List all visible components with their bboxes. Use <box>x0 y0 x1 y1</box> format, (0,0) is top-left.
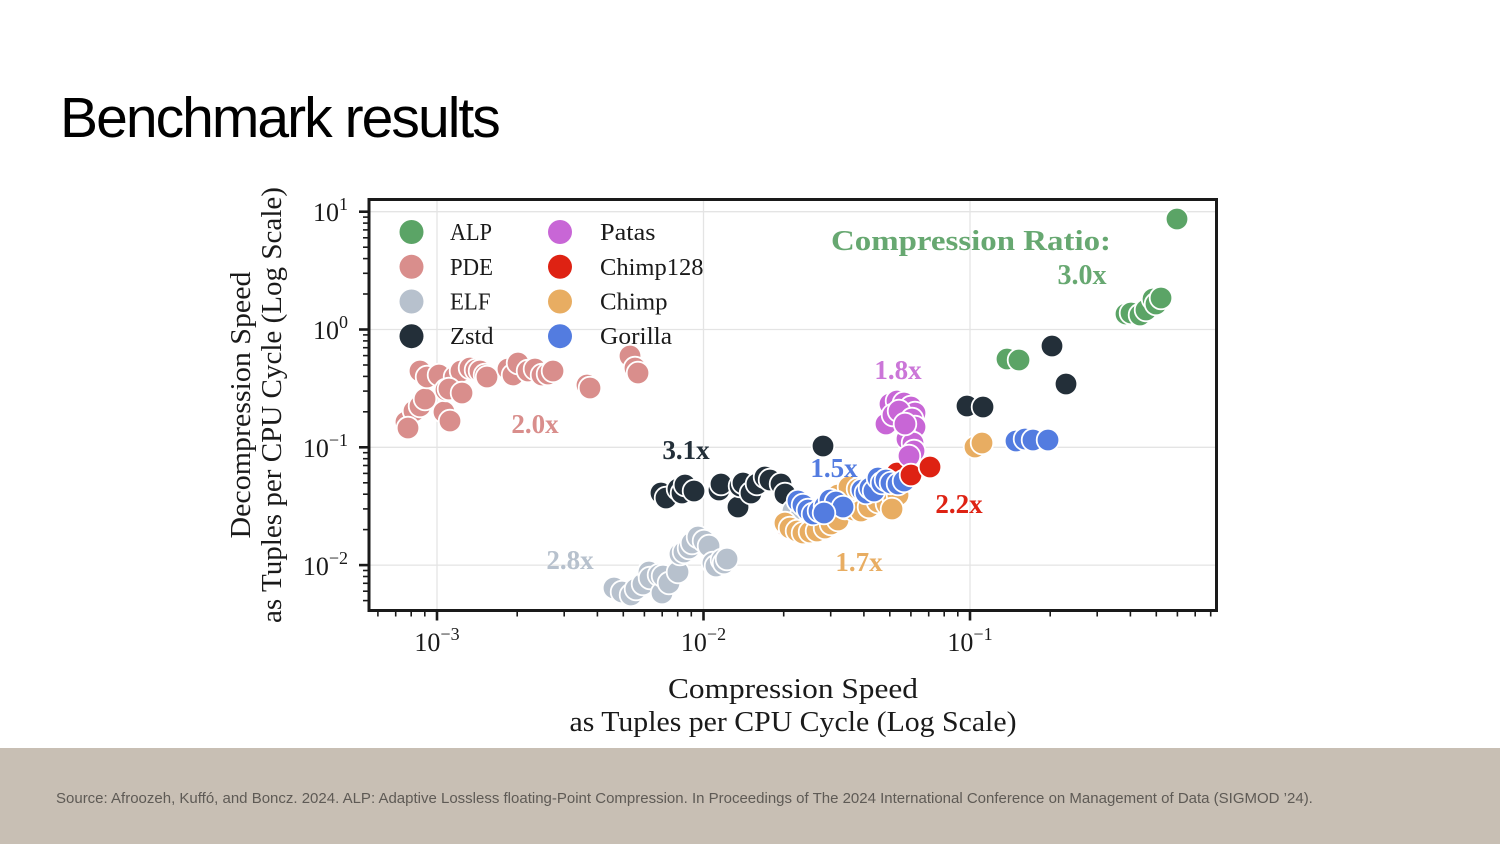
svg-text:2.8x: 2.8x <box>546 545 594 575</box>
svg-text:PDE: PDE <box>450 255 493 281</box>
svg-text:10−1: 10−1 <box>303 430 348 463</box>
svg-text:Chimp128: Chimp128 <box>600 255 704 281</box>
svg-text:as Tuples per CPU Cycle (Log S: as Tuples per CPU Cycle (Log Scale) <box>257 187 288 623</box>
svg-text:100: 100 <box>313 312 348 345</box>
svg-text:1.8x: 1.8x <box>874 355 922 385</box>
svg-text:10−2: 10−2 <box>303 548 348 581</box>
svg-text:Compression Ratio:: Compression Ratio: <box>831 226 1111 257</box>
svg-text:10−3: 10−3 <box>414 624 459 657</box>
svg-text:Patas: Patas <box>600 220 656 246</box>
svg-text:2.2x: 2.2x <box>935 489 983 519</box>
svg-text:Zstd: Zstd <box>450 324 494 350</box>
svg-text:3.0x: 3.0x <box>1058 260 1107 291</box>
svg-text:2.0x: 2.0x <box>511 409 559 439</box>
svg-text:Gorilla: Gorilla <box>600 324 672 350</box>
svg-text:1.7x: 1.7x <box>835 547 883 577</box>
svg-text:ALP: ALP <box>450 220 492 246</box>
svg-text:3.1x: 3.1x <box>662 435 710 465</box>
svg-text:Compression Speed: Compression Speed <box>668 674 918 705</box>
svg-text:as Tuples per CPU Cycle (Log S: as Tuples per CPU Cycle (Log Scale) <box>570 707 1017 738</box>
svg-text:Chimp: Chimp <box>600 290 668 316</box>
svg-text:Decompression Speed: Decompression Speed <box>226 272 257 539</box>
svg-text:1.5x: 1.5x <box>810 453 858 483</box>
svg-text:101: 101 <box>313 194 348 227</box>
svg-text:10−1: 10−1 <box>947 624 992 657</box>
svg-text:10−2: 10−2 <box>681 624 726 657</box>
svg-text:ELF: ELF <box>450 290 491 316</box>
